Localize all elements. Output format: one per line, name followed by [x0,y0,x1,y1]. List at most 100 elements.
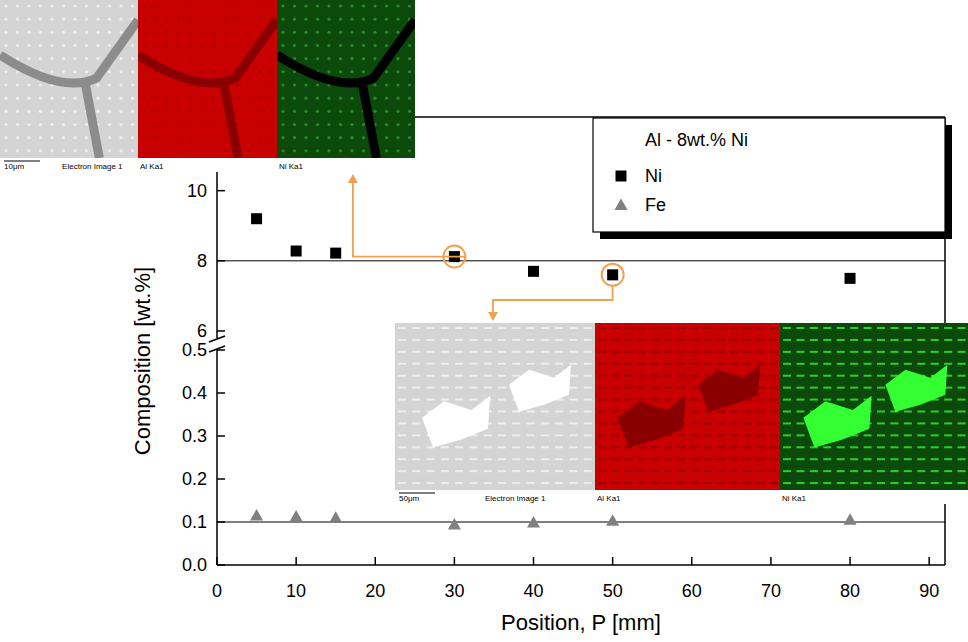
texture [691,375,699,377]
texture [917,422,925,424]
texture [498,339,506,341]
x-tick [770,557,772,565]
texture [651,482,659,484]
texture [108,18,111,21]
texture [396,70,399,73]
texture [441,458,449,460]
texture [796,411,804,413]
texture [339,123,342,126]
texture [235,83,238,86]
texture [810,387,818,389]
texture [677,387,685,389]
texture [864,482,872,484]
texture [177,123,180,126]
texture [455,375,463,377]
texture [469,327,477,329]
texture [258,97,261,100]
texture [108,70,111,73]
texture [837,482,845,484]
texture [327,44,330,47]
texture [247,136,250,139]
texture [270,57,273,60]
texture [783,375,791,377]
texture [541,422,549,424]
texture [177,110,180,113]
texture [864,351,872,353]
texture [108,149,111,152]
texture [704,458,712,460]
texture [408,136,411,139]
texture [339,44,342,47]
texture [717,470,725,472]
phase-blob [698,365,760,412]
y-tick-label: 0.3 [182,426,207,446]
texture [304,110,307,113]
inset-image [0,0,138,158]
texture [730,458,738,460]
texture [258,149,261,152]
texture [730,422,738,424]
texture [691,351,699,353]
texture [270,149,273,152]
texture [691,434,699,436]
texture [327,123,330,126]
texture [569,411,577,413]
texture [119,97,122,100]
texture [743,446,751,448]
texture [944,411,952,413]
texture [154,18,157,21]
texture [39,97,42,100]
texture [691,458,699,460]
texture [398,482,406,484]
texture [527,339,535,341]
texture [691,339,699,341]
texture [4,70,7,73]
y-tick [217,435,225,437]
texture [757,351,765,353]
texture [598,399,606,401]
texture [598,422,606,424]
texture [527,482,535,484]
texture [837,351,845,353]
texture [293,97,296,100]
texture [904,351,912,353]
texture [373,110,376,113]
texture [783,351,791,353]
texture [200,97,203,100]
texture [555,327,563,329]
map-caption: Ni Ka1 [782,494,807,503]
highlight-circle [602,264,624,286]
texture [931,411,939,413]
texture [864,327,872,329]
texture [412,482,420,484]
phase-band [138,20,277,158]
texture [427,375,435,377]
texture [555,339,563,341]
texture [247,110,250,113]
texture [258,57,261,60]
texture [304,31,307,34]
texture [864,446,872,448]
data-point [290,510,303,521]
texture [584,458,592,460]
texture [166,149,169,152]
texture [837,470,845,472]
x-tick-label: 60 [682,581,702,601]
texture [412,339,420,341]
texture [598,411,606,413]
texture [304,123,307,126]
texture [664,351,672,353]
texture [730,327,738,329]
x-tick-label: 70 [761,581,781,601]
texture [598,351,606,353]
phase-band [0,20,138,158]
texture [408,4,411,7]
texture [743,470,751,472]
texture [131,123,134,126]
texture [484,470,492,472]
data-point [250,509,263,521]
texture [16,110,19,113]
texture [154,123,157,126]
data-point [527,516,540,528]
texture [50,136,53,139]
